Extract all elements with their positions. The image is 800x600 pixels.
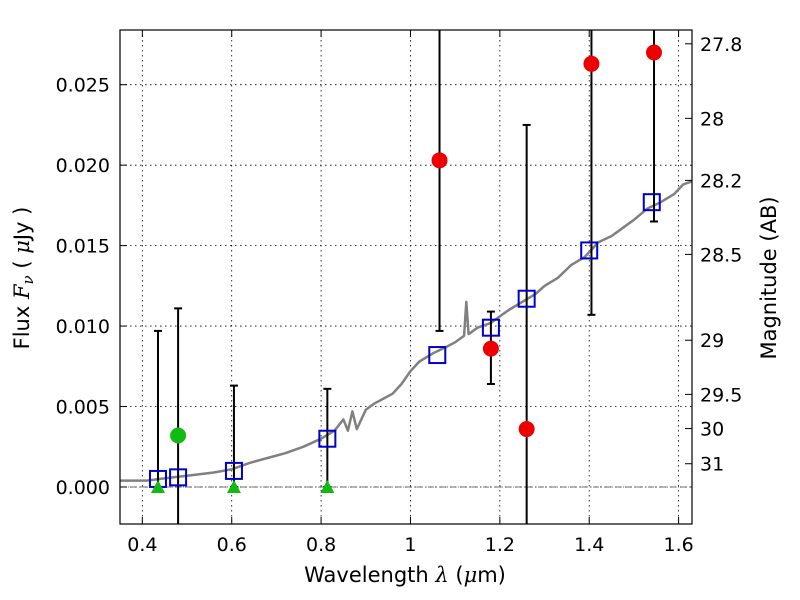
x-tick-label: 1.2 bbox=[485, 534, 515, 556]
x-axis-label: Wavelength λ (μm) bbox=[304, 563, 506, 587]
magnitude-tick-label: 28.5 bbox=[700, 244, 742, 266]
model-photometry-square bbox=[517, 289, 536, 308]
plot-frame bbox=[119, 29, 693, 525]
model-photometry-square bbox=[481, 318, 500, 337]
detection-point bbox=[518, 421, 535, 438]
model-photometry-square bbox=[580, 241, 599, 260]
magnitude-tick-label: 30 bbox=[700, 419, 724, 441]
grid-lines bbox=[120, 30, 692, 524]
model-spectrum-series bbox=[120, 180, 693, 482]
y-tick-label: 0.025 bbox=[56, 75, 110, 97]
y-tick-label: 0.005 bbox=[56, 397, 110, 419]
y-tick-label: 0.000 bbox=[56, 477, 110, 499]
x-tick-label: 1 bbox=[404, 534, 416, 556]
upper-limit-triangle bbox=[320, 479, 335, 493]
detection-point bbox=[431, 152, 448, 169]
magnitude-tick-label: 29 bbox=[700, 330, 724, 352]
x-tick-label: 0.6 bbox=[217, 534, 247, 556]
x-tick-label: 0.4 bbox=[127, 534, 157, 556]
y-tick-label: 0.015 bbox=[56, 236, 110, 258]
green-detection-point bbox=[170, 427, 187, 444]
model-photometry-square bbox=[169, 468, 188, 487]
x-tick-label: 1.6 bbox=[663, 534, 693, 556]
model-photometry-square bbox=[224, 461, 243, 480]
model-spectrum-line bbox=[120, 180, 693, 482]
detection-point bbox=[646, 44, 663, 61]
magnitude-tick-label: 28 bbox=[700, 108, 724, 130]
y-axis-label: Flux Fν ( μJy ) bbox=[10, 207, 37, 350]
model-photometry-square bbox=[428, 346, 447, 365]
magnitude-tick-label: 28.2 bbox=[700, 170, 742, 192]
detection-point bbox=[583, 55, 600, 72]
axis-ticks bbox=[120, 30, 692, 524]
x-tick-label: 1.4 bbox=[574, 534, 604, 556]
upper-limit-triangle bbox=[150, 479, 165, 493]
x-tick-label: 0.8 bbox=[306, 534, 336, 556]
model-photometry-square bbox=[318, 429, 337, 448]
magnitude-tick-label: 31 bbox=[700, 454, 724, 476]
data-markers bbox=[148, 44, 663, 493]
detection-point bbox=[482, 340, 499, 357]
magnitude-tick-label: 29.5 bbox=[700, 384, 742, 406]
magnitude-tick-label: 27.8 bbox=[700, 34, 742, 56]
model-photometry-square bbox=[642, 193, 661, 212]
upper-limit-triangle bbox=[226, 479, 241, 493]
axis-tick-labels: 0.4 0.6 0.8 1 1.2 1.4 1.6 0.000 0.005 0.010 0.015 0… bbox=[56, 34, 743, 556]
y-tick-label: 0.020 bbox=[56, 155, 110, 177]
y-tick-label: 0.010 bbox=[56, 316, 110, 338]
magnitude-axis-label: Magnitude (AB) bbox=[757, 196, 781, 359]
